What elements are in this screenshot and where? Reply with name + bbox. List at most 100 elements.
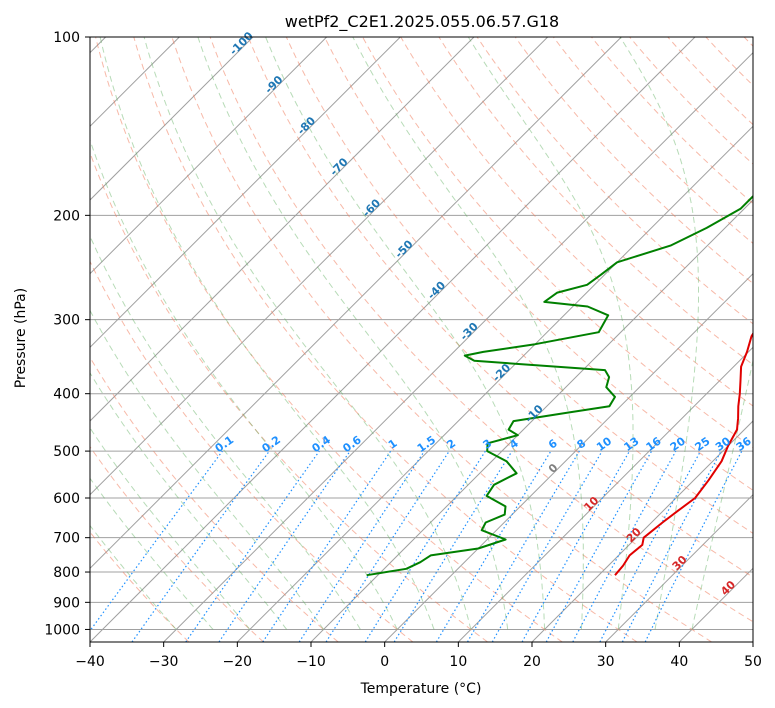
isotherm-line	[90, 37, 549, 496]
dry-adiabat-line	[400, 37, 753, 407]
mixing-ratio-label: 2	[444, 437, 458, 452]
x-tick-label: −30	[149, 654, 179, 670]
y-axis-label: Pressure (hPa)	[13, 288, 29, 388]
x-tick-label: 0	[380, 654, 389, 670]
mixing-ratio-label: 3	[481, 437, 495, 452]
dry-adiabat-line	[90, 151, 488, 642]
isotherm-line	[90, 37, 696, 642]
mixing-ratio-label: 1	[386, 437, 400, 452]
isotherm-line	[531, 420, 753, 642]
moist-adiabat-line	[691, 358, 753, 630]
y-tick-label: 100	[53, 30, 80, 46]
isotherm-line	[605, 493, 753, 642]
dry-adiabat-line	[362, 37, 753, 449]
isotherm-label: -40	[425, 279, 448, 302]
y-tick-label: 700	[53, 531, 80, 547]
isotherm-label: -50	[392, 237, 415, 260]
mixing-ratio-line	[218, 450, 351, 642]
isotherm-line	[752, 641, 753, 642]
dry-adiabat-line	[247, 37, 753, 578]
moist-adiabat-line	[143, 37, 472, 630]
mixing-ratio-line	[185, 450, 320, 642]
isotherm-label: -70	[327, 155, 350, 178]
dry-adiabat-line	[514, 37, 753, 285]
moist-adiabat-line	[99, 37, 435, 630]
moist-adiabat-line	[90, 371, 288, 630]
x-tick-label: 10	[449, 654, 467, 670]
dry-adiabat-line	[743, 37, 753, 47]
x-tick-label: 20	[523, 654, 541, 670]
isotherm-label-warm: 40	[718, 578, 738, 598]
moist-adiabat-line	[467, 37, 634, 630]
mixing-ratio-line	[131, 450, 270, 642]
x-axis-ticks: −40 −30 −20 −10 0 10 20 30 40 50	[75, 642, 762, 670]
dry-adiabat-line	[705, 37, 753, 87]
mixing-ratio-label: 0.1	[213, 433, 236, 455]
y-tick-label: 900	[53, 595, 80, 611]
mixing-ratio-label: 0.4	[310, 433, 334, 455]
mixing-ratio-line	[545, 450, 653, 642]
x-axis-label: Temperature (°C)	[360, 681, 482, 697]
moist-adiabat-line	[90, 427, 251, 630]
moist-adiabat-line	[90, 477, 214, 630]
x-tick-label: 50	[744, 654, 762, 670]
dry-adiabat-line	[171, 37, 712, 642]
chart-title: wetPf2_C2E1.2025.055.06.57.G18	[285, 12, 559, 32]
isotherm-line	[90, 37, 475, 422]
x-tick-label: −20	[223, 654, 253, 670]
x-tick-label: 40	[670, 654, 688, 670]
isotherm-line	[90, 37, 254, 201]
background-lines	[90, 37, 753, 642]
profile-lines	[366, 194, 753, 577]
mixing-ratio-line	[466, 450, 580, 642]
isotherm-line	[90, 37, 622, 570]
dry-adiabat-line	[591, 37, 753, 205]
mixing-ratio-line	[393, 450, 513, 642]
isotherm-label: -10	[523, 402, 546, 425]
moist-adiabat-line	[90, 524, 177, 630]
dry-adiabat-line	[476, 37, 753, 325]
isotherm-line	[678, 567, 753, 642]
x-tick-label: 30	[597, 654, 615, 670]
y-tick-label: 500	[53, 444, 80, 460]
mixing-ratio-line	[90, 450, 223, 632]
temperature-profile-line	[614, 331, 753, 576]
isotherm-label: -100	[227, 29, 256, 58]
y-tick-label: 1000	[44, 622, 80, 638]
dry-adiabat-line	[552, 37, 753, 244]
y-tick-label: 800	[53, 565, 80, 581]
moist-adiabat-line	[197, 37, 509, 630]
moist-adiabat-line	[619, 37, 699, 630]
dry-adiabat-line	[90, 356, 339, 642]
mixing-ratio-line	[491, 450, 603, 642]
moist-adiabat-line	[90, 235, 361, 630]
isotherm-label: -30	[458, 320, 481, 343]
mixing-ratio-label: 0.6	[340, 433, 364, 455]
mixing-ratio-line	[262, 450, 392, 642]
dry-adiabat-line	[667, 37, 753, 126]
line-labels: 0.1 0.2 0.4 0.6 1 1.5 2 3 4 6 8 10 13 16 20 25 30 36-100-…	[213, 29, 754, 598]
moist-adiabat-line	[90, 309, 324, 630]
dry-adiabat-line	[438, 37, 753, 366]
x-tick-label: −10	[296, 654, 326, 670]
isotherm-label-warm: 10	[581, 494, 601, 514]
dry-adiabat-line	[95, 37, 563, 642]
mixing-ratio-line	[435, 450, 552, 642]
y-tick-label: 600	[53, 491, 80, 507]
isotherm-label: -60	[360, 196, 383, 219]
x-tick-label: −40	[75, 654, 105, 670]
mixing-ratio-line	[325, 450, 450, 642]
isotherm-label: -80	[295, 114, 318, 137]
isotherm-line	[236, 125, 753, 642]
moist-adiabat-line	[265, 37, 546, 630]
isotherm-line	[457, 346, 753, 642]
dewpoint-profile-line	[366, 194, 753, 577]
isotherm-line	[163, 51, 753, 642]
dry-adiabat-line	[90, 445, 264, 642]
y-tick-label: 400	[53, 387, 80, 403]
mixing-ratio-line	[364, 450, 486, 642]
dry-adiabat-line	[90, 260, 414, 642]
isotherm-line	[384, 272, 753, 642]
moist-adiabat-line	[352, 37, 584, 630]
